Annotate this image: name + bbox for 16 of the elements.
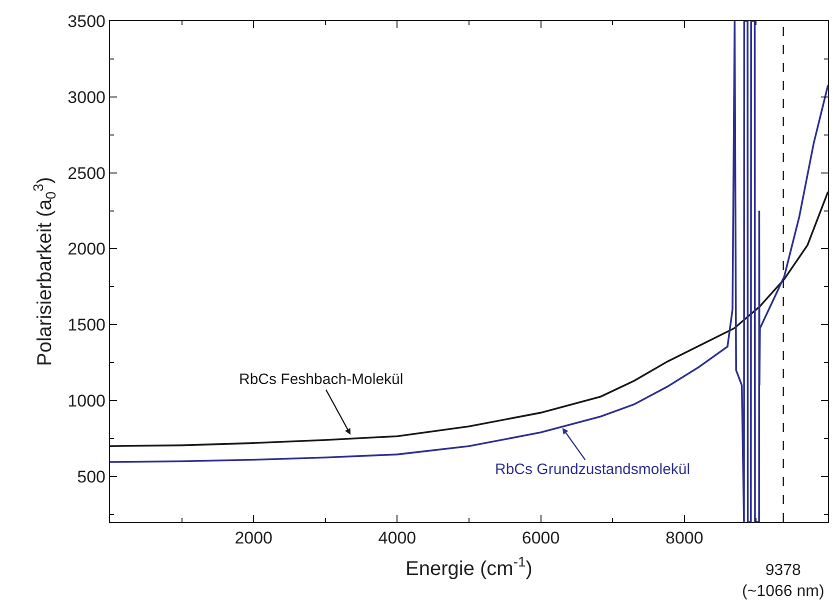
annotation: RbCs Grundzustandsmolekül — [495, 461, 690, 478]
y-tick-label: 3500 — [68, 12, 106, 31]
x-tick-label: 2000 — [234, 528, 273, 548]
y-tick-label: 2000 — [68, 240, 106, 259]
x-tick-label: 4000 — [378, 528, 416, 548]
y-tick-label: 1000 — [68, 392, 106, 410]
x-tick-label: 6000 — [522, 528, 560, 548]
x-tick-label: 8000 — [665, 528, 704, 548]
line-series — [110, 21, 828, 522]
y-tick-label: 1500 — [68, 316, 106, 335]
y-tick-label: 500 — [77, 467, 106, 486]
annotation: RbCs Feshbach-Molekül — [239, 371, 404, 388]
x-axis-title: Energie (cm$^{-1}$) — [406, 554, 532, 580]
ref-line-label: 9378 (~1066 nm) — [742, 562, 824, 600]
y-tick-label: 3000 — [68, 88, 106, 107]
y-tick-label: 2500 — [68, 164, 106, 183]
